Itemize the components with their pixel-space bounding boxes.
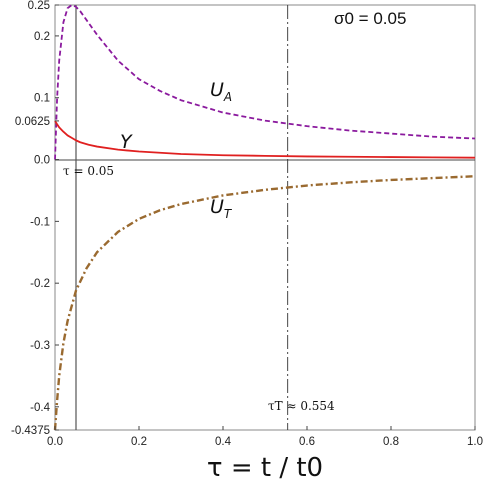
y-tick-label: -0.1: [30, 216, 50, 228]
x-tick-label: 0.2: [131, 436, 147, 448]
sigma-annotation: σ0 = 0.05: [334, 9, 406, 28]
y-tick-label: -0.4375: [11, 425, 50, 437]
y-tick-label: 0.0625: [15, 116, 50, 128]
y-tick-label: -0.2: [30, 278, 50, 290]
x-axis-ticks: 0.0 0.2 0.4 0.6 0.8 1.0: [47, 426, 483, 448]
y-tick-label: -0.3: [30, 340, 50, 352]
series-line-ut: [53, 175, 476, 431]
y-tick-label: 0.2: [34, 31, 50, 43]
x-axis-label: τ = t / t0: [207, 453, 323, 483]
tau-t-annotation: τT ≈ 0.554: [268, 399, 335, 413]
x-tick-label: 0.8: [383, 436, 399, 448]
series-label-ut: UT: [210, 196, 233, 221]
y-tick-label: 0.25: [28, 0, 50, 12]
tau-peak-annotation: τ = 0.05: [63, 164, 114, 178]
x-tick-label: 0.0: [47, 436, 63, 448]
y-tick-label: 0.1: [34, 93, 50, 105]
y-tick-label: 0.0: [34, 155, 50, 167]
series-line-y: [54, 120, 476, 159]
series-label-y: Y: [120, 131, 133, 153]
plot-area: [54, 4, 476, 431]
plot-frame: [54, 4, 476, 431]
series-label-ua: UA: [210, 79, 232, 104]
y-tick-label: -0.4: [30, 402, 50, 414]
x-tick-label: 1.0: [467, 436, 483, 448]
vertical-reference-lines: [75, 5, 289, 430]
y-axis-ticks: 0.25 0.2 0.1 0.0625 0.0 -0.1 -0.2 -0.3 -0.4 -0.43…: [11, 0, 59, 437]
x-tick-label: 0.6: [299, 436, 315, 448]
x-tick-label: 0.4: [215, 436, 232, 448]
series-layer: [53, 4, 476, 431]
series-line-ua: [54, 4, 476, 160]
